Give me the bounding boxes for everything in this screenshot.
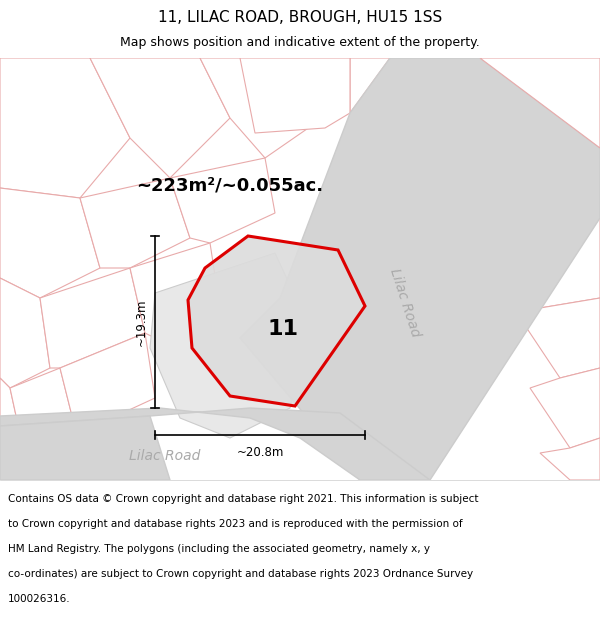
Text: HM Land Registry. The polygons (including the associated geometry, namely x, y: HM Land Registry. The polygons (includin… <box>8 544 430 554</box>
Polygon shape <box>480 58 600 148</box>
Polygon shape <box>0 416 170 480</box>
Text: Map shows position and indicative extent of the property.: Map shows position and indicative extent… <box>120 36 480 49</box>
Polygon shape <box>188 236 365 406</box>
Text: 11, LILAC ROAD, BROUGH, HU15 1SS: 11, LILAC ROAD, BROUGH, HU15 1SS <box>158 11 442 26</box>
Polygon shape <box>240 58 600 480</box>
Polygon shape <box>500 218 600 308</box>
Polygon shape <box>200 58 330 158</box>
Polygon shape <box>80 178 190 268</box>
Text: Lilac Road: Lilac Road <box>388 267 422 339</box>
Text: ~223m²/~0.055ac.: ~223m²/~0.055ac. <box>136 177 323 195</box>
Text: Contains OS data © Crown copyright and database right 2021. This information is : Contains OS data © Crown copyright and d… <box>8 494 478 504</box>
Polygon shape <box>0 58 130 198</box>
Text: ~20.8m: ~20.8m <box>236 446 284 459</box>
Text: co-ordinates) are subject to Crown copyright and database rights 2023 Ordnance S: co-ordinates) are subject to Crown copyr… <box>8 569 473 579</box>
Polygon shape <box>480 58 600 148</box>
Polygon shape <box>530 368 600 448</box>
Polygon shape <box>240 58 350 133</box>
Polygon shape <box>0 378 30 480</box>
Polygon shape <box>150 253 310 438</box>
Text: ~19.3m: ~19.3m <box>134 298 148 346</box>
Polygon shape <box>560 58 600 78</box>
Text: 11: 11 <box>267 319 298 339</box>
Polygon shape <box>130 243 220 338</box>
Polygon shape <box>520 298 600 378</box>
Polygon shape <box>0 408 430 480</box>
Polygon shape <box>170 158 275 243</box>
Text: 100026316.: 100026316. <box>8 594 70 604</box>
Polygon shape <box>90 58 230 178</box>
Polygon shape <box>60 333 155 448</box>
Polygon shape <box>0 188 100 298</box>
Polygon shape <box>0 278 50 388</box>
Text: Lilac Road: Lilac Road <box>130 449 200 463</box>
Polygon shape <box>350 58 480 113</box>
Text: to Crown copyright and database rights 2023 and is reproduced with the permissio: to Crown copyright and database rights 2… <box>8 519 463 529</box>
Polygon shape <box>40 268 145 368</box>
Polygon shape <box>540 438 600 480</box>
Polygon shape <box>10 368 80 480</box>
